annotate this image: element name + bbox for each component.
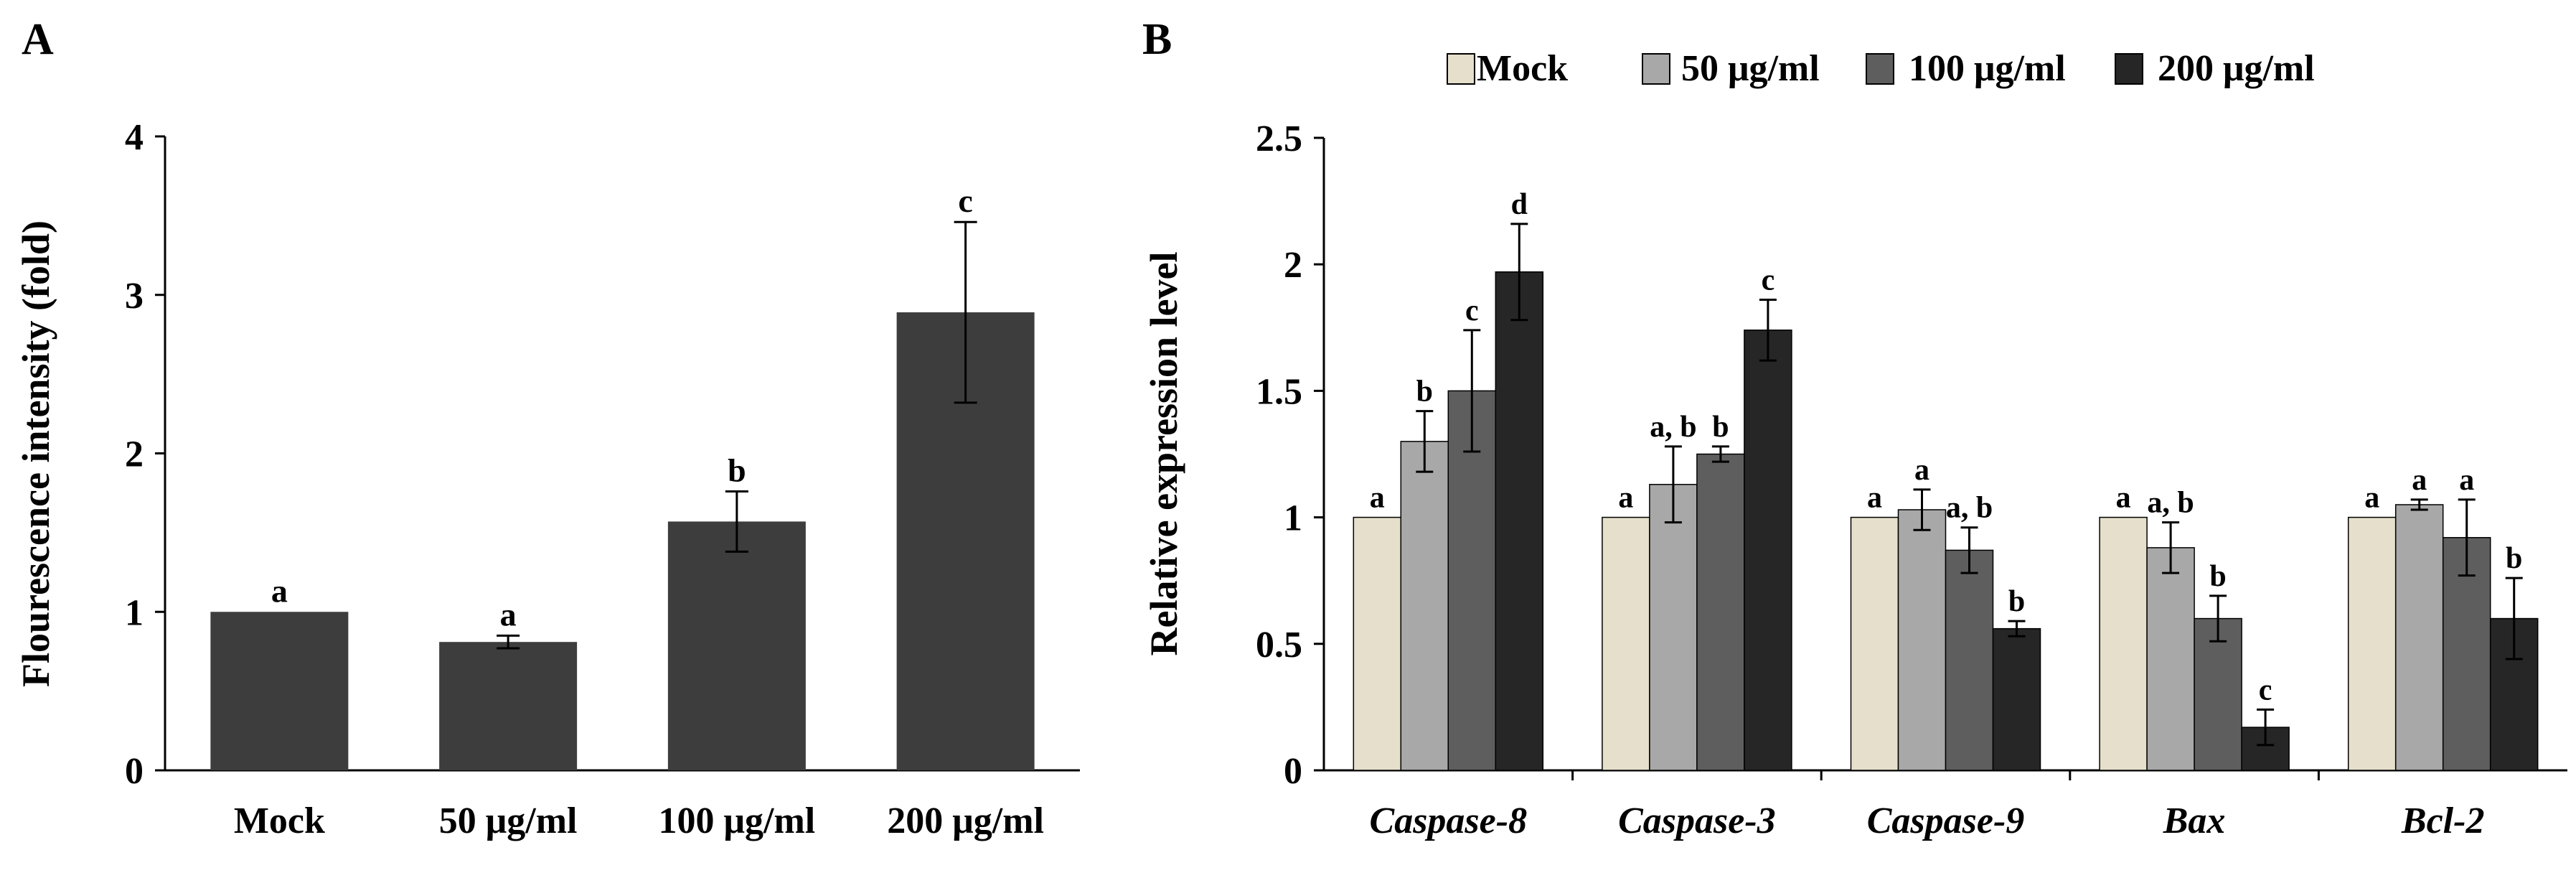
panel-b-sig-letter: a — [2459, 464, 2474, 497]
panel-a-bar — [439, 642, 578, 770]
panel-b-sig-letter: a — [2364, 482, 2379, 515]
panel-b-ylabel: Relative expression level — [1142, 252, 1185, 656]
panel-b-bar — [1897, 509, 1947, 771]
panel-b-label: B — [1142, 15, 1172, 64]
panel-b-xtick-label: Caspase-3 — [1618, 800, 1776, 841]
panel-b-sig-letter: b — [2008, 585, 2025, 618]
panel-b-sig-letter: a — [1867, 482, 1882, 515]
legend-swatch-100 — [1866, 53, 1894, 85]
panel-b-bar — [1649, 484, 1698, 771]
panel-a-ytick-label: 4 — [125, 117, 144, 158]
panel-b-ytick-label: 0 — [1284, 751, 1302, 792]
panel-b-sig-letter: a, b — [1946, 492, 1993, 525]
legend-label-50: 50 μg/ml — [1681, 48, 1820, 89]
panel-a-sig-letter: a — [500, 596, 517, 632]
panel-b-ytick-label: 1 — [1284, 498, 1302, 539]
panel-b-xtick-label: Caspase-8 — [1370, 800, 1528, 841]
panel-b-sig-letter: a, b — [1650, 411, 1696, 444]
panel-a-ytick-label: 0 — [125, 751, 144, 792]
legend-swatch-mock — [1447, 53, 1475, 85]
panel-b-sig-letter: c — [1465, 294, 1479, 327]
panel-a-xtick-label: 200 μg/ml — [887, 800, 1044, 841]
panel-a-ytick-label: 1 — [125, 592, 144, 633]
panel-b-sig-letter: c — [1762, 264, 1775, 297]
panel-b-sig-letter: a — [1914, 454, 1929, 487]
panel-b-sig-letter: b — [2209, 560, 2226, 593]
panel-b-sig-letter: a — [1618, 482, 1633, 515]
panel-a-sig-letter: c — [958, 182, 972, 219]
panel-a-xtick-label: 50 μg/ml — [439, 800, 578, 841]
panel-b-bar — [1744, 330, 1792, 771]
panel-b-bar — [1696, 453, 1745, 771]
panel-b-ytick-label: 2 — [1284, 245, 1302, 286]
legend-label-200: 200 μg/ml — [2158, 48, 2315, 89]
panel-b-sig-letter: c — [2259, 673, 2272, 706]
panel-a-ytick-label: 3 — [125, 276, 144, 317]
panel-a-sig-letter: b — [728, 452, 746, 488]
panel-b-bar — [1992, 627, 2041, 771]
panel-a-ytick-label: 2 — [125, 434, 144, 475]
panel-b-ytick-label: 2.5 — [1256, 118, 1302, 159]
legend-swatch-200 — [2115, 53, 2143, 85]
panel-b-bar — [2146, 547, 2195, 771]
panel-b-bar — [1850, 516, 1899, 771]
panel-b-bar — [1400, 441, 1449, 771]
legend-label-100: 100 μg/ml — [1909, 48, 2066, 89]
panel-a-label: A — [22, 15, 54, 64]
panel-b-bar — [1495, 271, 1544, 771]
panel-b-bar — [2099, 516, 2148, 771]
panel-a-xtick-label: Mock — [234, 800, 325, 841]
panel-b-xtick-label: Bax — [2163, 800, 2226, 841]
panel-a-sig-letter: a — [271, 572, 288, 609]
panel-b-ytick-label: 1.5 — [1256, 371, 1302, 412]
panel-b-bar — [2347, 516, 2397, 771]
panel-a-ylabel: Flourescence intensity (fold) — [14, 220, 57, 687]
panel-a-bar — [210, 612, 349, 770]
legend-swatch-50 — [1642, 53, 1670, 85]
panel-b-xtick-label: Caspase-9 — [1867, 800, 2025, 841]
panel-b-sig-letter: b — [1416, 375, 1433, 409]
panel-b-bar — [1353, 516, 1402, 771]
panel-b-bar — [1945, 549, 1994, 771]
panel-a-plot: 0 1 2 3 4 a Mock a 50 μg/ml b 100 μg/ml c 200 μg/ml — [125, 117, 1080, 841]
panel-b-bar — [1602, 516, 1650, 771]
panel-a-xtick-label: 100 μg/ml — [659, 800, 816, 841]
panel-b-bar — [2394, 504, 2444, 771]
panel-b-sig-letter: a — [2116, 482, 2131, 515]
panel-b-plot: 0 0.5 1 1.5 2 2.5 a b c d Caspase-8 a a, b b c Caspase-… — [1256, 118, 2567, 841]
panel-b-sig-letter: b — [1712, 411, 1729, 444]
panel-b-sig-letter: d — [1511, 188, 1528, 221]
panel-b-sig-letter: a — [1370, 482, 1385, 515]
panel-b-sig-letter: a — [2412, 464, 2427, 497]
legend-label-mock: Mock — [1477, 48, 1568, 89]
panel-b-sig-letter: a, b — [2147, 487, 2194, 520]
legend: Mock 50 μg/ml 100 μg/ml 200 μg/ml — [1447, 48, 2315, 89]
panel-b-xtick-label: Bcl-2 — [2401, 800, 2485, 841]
panel-b-sig-letter: b — [2506, 542, 2522, 575]
panel-a-bar — [667, 521, 806, 770]
panel-b-ytick-label: 0.5 — [1256, 625, 1302, 666]
